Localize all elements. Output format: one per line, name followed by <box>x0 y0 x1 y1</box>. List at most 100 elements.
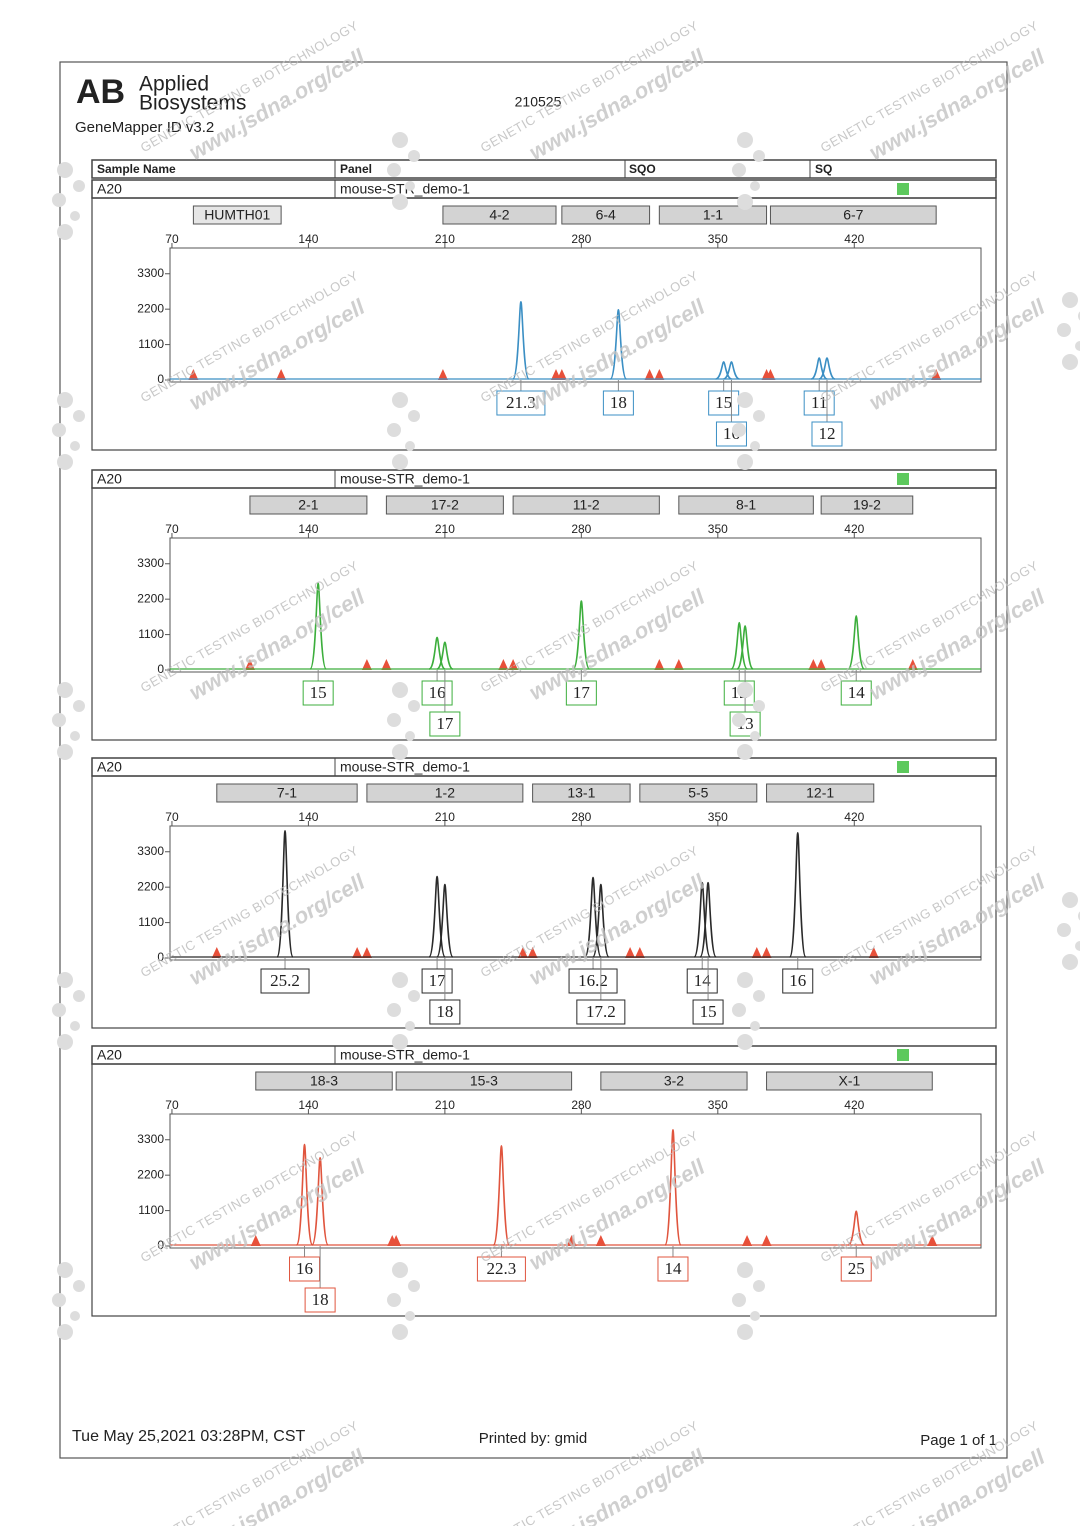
decor-dot <box>1062 292 1078 308</box>
marker-name: 18-3 <box>310 1073 338 1089</box>
decor-dot <box>52 1003 66 1017</box>
decor-dot <box>387 163 401 177</box>
allele-box <box>840 1256 872 1282</box>
decor-dot <box>408 990 420 1002</box>
sample-name: A20 <box>97 759 122 775</box>
x-tick-label: 70 <box>165 522 179 536</box>
peak <box>492 1145 511 1246</box>
peak <box>847 615 866 670</box>
status <box>897 183 909 195</box>
decor-dot <box>737 682 753 698</box>
allele-box <box>568 968 618 994</box>
marker-bin <box>192 205 282 225</box>
peak <box>736 625 754 670</box>
decor-dot <box>750 731 760 741</box>
size-marker <box>931 369 942 380</box>
panel-name: mouse-STR_demo-1 <box>340 759 470 775</box>
decor-dot <box>387 1003 401 1017</box>
allele-label: 17 <box>429 971 447 990</box>
plot-area <box>169 825 982 961</box>
y-tick-label: 0 <box>157 662 164 676</box>
size-marker <box>188 369 199 380</box>
allele-box <box>565 680 597 706</box>
decor-dot <box>1075 341 1080 351</box>
y-tick-label: 3300 <box>137 266 164 280</box>
x-tick-label: 70 <box>165 810 179 824</box>
x-tick-label: 210 <box>435 1098 455 1112</box>
panel-name: mouse-STR_demo-1 <box>340 181 470 197</box>
allele-label: 25.2 <box>270 971 300 990</box>
decor-dot <box>737 744 753 760</box>
size-marker <box>816 659 827 670</box>
allele-label: 14 <box>694 971 712 990</box>
decor-dot <box>405 441 415 451</box>
decor-dot <box>737 454 753 470</box>
allele-label: 18 <box>312 1290 329 1309</box>
size-marker <box>508 659 519 670</box>
decor-dot <box>70 211 80 221</box>
marker-bin <box>512 495 660 515</box>
column-header: SQ <box>815 162 832 176</box>
decor-dot <box>1075 941 1080 951</box>
decor-dot <box>73 990 85 1002</box>
allele-label: 21.3 <box>506 393 536 412</box>
decor-dot <box>408 410 420 422</box>
allele-label: 17 <box>573 683 591 702</box>
size-marker <box>556 369 567 380</box>
decor-dot <box>1062 354 1078 370</box>
size-marker <box>527 947 538 958</box>
brand: Applied <box>139 73 209 96</box>
marker-name: 13-1 <box>567 785 595 801</box>
panel-name: mouse-STR_demo-1 <box>340 1047 470 1063</box>
allele-box <box>304 1287 336 1313</box>
table-header <box>91 159 997 179</box>
run-id: 210525 <box>515 94 562 110</box>
marker-name: 6-4 <box>596 207 616 223</box>
marker-bin <box>639 783 758 803</box>
allele-box <box>421 968 453 994</box>
allele-label: 15 <box>715 393 732 412</box>
allele-box <box>496 390 546 416</box>
decor-dot <box>70 1021 80 1031</box>
allele-label: 11 <box>811 393 827 412</box>
x-tick-label: 70 <box>165 1098 179 1112</box>
marker-bin <box>769 205 937 225</box>
x-tick-label: 140 <box>298 232 318 246</box>
decor-dot <box>732 1003 746 1017</box>
decor-dot <box>52 1293 66 1307</box>
marker-bin <box>766 783 875 803</box>
y-tick-label: 0 <box>157 950 164 964</box>
size-marker <box>352 947 363 958</box>
allele-label: 12 <box>818 424 835 443</box>
decor-dot <box>408 1280 420 1292</box>
decor-dot <box>57 1262 73 1278</box>
size-marker <box>361 659 372 670</box>
decor-dot <box>387 1293 401 1307</box>
decor-dot <box>750 1021 760 1031</box>
marker-name: 1-1 <box>703 207 723 223</box>
x-tick-label: 350 <box>708 522 728 536</box>
decor-dot <box>387 423 401 437</box>
brand: Biosystems <box>139 92 246 115</box>
y-tick-label: 3300 <box>137 844 164 858</box>
marker-name: 5-5 <box>688 785 708 801</box>
panel-row <box>91 1045 997 1065</box>
marker-bin <box>395 1071 573 1091</box>
allele-label: 17.2 <box>586 1002 616 1021</box>
x-tick-label: 140 <box>298 810 318 824</box>
x-tick-label: 280 <box>571 232 591 246</box>
size-marker <box>742 1235 753 1246</box>
allele-box <box>576 999 626 1025</box>
plot-area <box>169 1113 982 1249</box>
allele-box <box>692 999 724 1025</box>
status <box>897 1049 909 1061</box>
marker-bin <box>255 1071 393 1091</box>
peak <box>436 883 454 958</box>
marker-name: 11-2 <box>573 497 600 513</box>
decor-dot <box>70 1311 80 1321</box>
decor-dot <box>392 194 408 210</box>
peak <box>664 1128 682 1246</box>
peak <box>847 1210 866 1246</box>
decor-dot <box>737 1262 753 1278</box>
